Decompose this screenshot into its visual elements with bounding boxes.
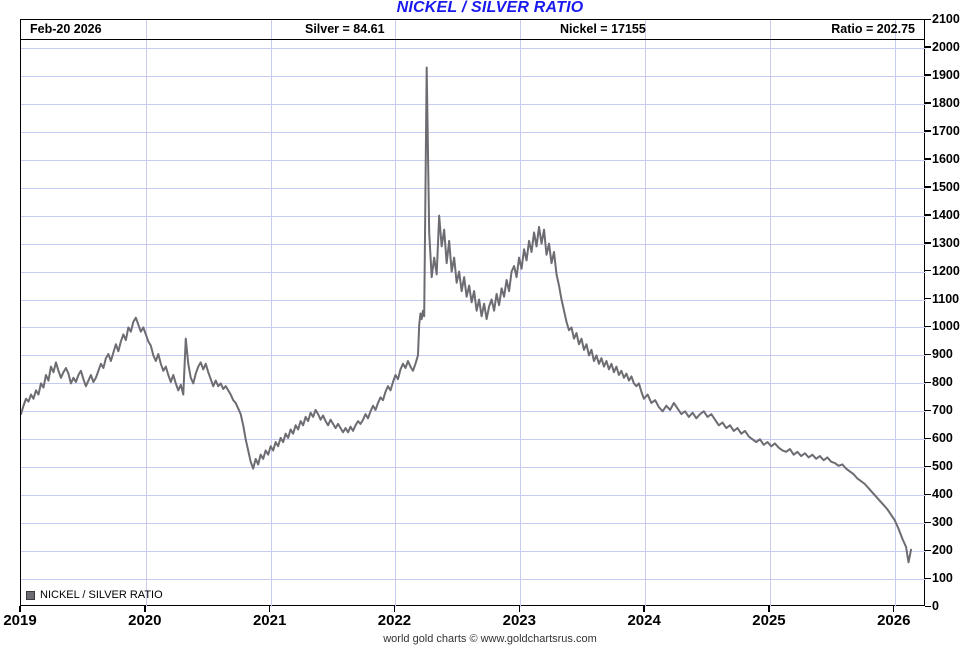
x-axis-tick-mark xyxy=(268,606,271,612)
y-axis-tick-label: 1500 xyxy=(932,179,960,194)
x-axis-tick-label: 2021 xyxy=(252,612,287,629)
y-axis-tick-label: 2100 xyxy=(932,12,960,26)
y-axis-tick-mark xyxy=(925,381,931,384)
x-axis-tick-mark xyxy=(893,606,895,612)
y-axis-tick-label: 1100 xyxy=(932,291,960,306)
y-axis-tick-label: 1600 xyxy=(932,151,960,166)
x-axis-tick-label: 2019 xyxy=(3,612,37,629)
y-axis-tick-mark xyxy=(925,325,931,328)
y-axis-tick-label: 1800 xyxy=(932,95,960,110)
y-axis-tick-mark xyxy=(925,186,931,188)
y-axis-tick-label: 600 xyxy=(932,431,953,446)
y-axis-tick-mark xyxy=(925,18,931,20)
legend-swatch xyxy=(26,590,35,600)
x-axis-tick-label: 2026 xyxy=(877,612,911,629)
info-silver: Silver = 84.61 xyxy=(305,22,385,36)
x-axis-tick-mark xyxy=(144,606,146,612)
plot-area xyxy=(20,19,926,607)
y-axis-tick-label: 2000 xyxy=(932,39,960,54)
y-axis-tick-label: 0 xyxy=(932,599,939,613)
y-axis-tick-mark xyxy=(925,242,931,244)
x-axis-tick-mark xyxy=(19,606,21,612)
x-axis-tick-label: 2024 xyxy=(627,612,661,629)
y-axis-tick-label: 1000 xyxy=(932,319,960,334)
y-axis-tick-label: 200 xyxy=(932,543,953,558)
y-axis-tick-mark xyxy=(925,605,931,607)
x-axis-tick-label: 2025 xyxy=(752,612,786,629)
y-axis-tick-label: 1300 xyxy=(932,235,960,250)
x-axis-tick-mark xyxy=(518,606,520,612)
y-axis-tick-mark xyxy=(925,214,931,216)
series-nickel-silver-ratio xyxy=(21,66,913,564)
page-title: NICKEL / SILVER RATIO xyxy=(396,0,584,16)
footer-credit: world gold charts © www.goldchartsrus.co… xyxy=(383,633,597,645)
x-axis-tick-label: 2020 xyxy=(128,612,162,629)
info-date: Feb-20 2026 xyxy=(30,22,102,36)
legend: NICKEL / SILVER RATIO xyxy=(26,589,163,601)
y-axis-tick-label: 700 xyxy=(932,403,953,418)
y-axis-tick-mark xyxy=(925,158,931,160)
y-axis-tick-mark xyxy=(925,577,931,579)
y-axis-tick-mark xyxy=(925,549,931,551)
legend-label: NICKEL / SILVER RATIO xyxy=(40,589,163,601)
x-axis-tick-mark xyxy=(393,606,396,612)
y-axis-tick-mark xyxy=(925,270,931,272)
y-axis-tick-label: 1200 xyxy=(932,263,960,278)
grid-lines xyxy=(21,20,926,607)
info-ratio: Ratio = 202.75 xyxy=(831,22,915,36)
y-axis-tick-mark xyxy=(925,493,931,496)
y-axis-tick-mark xyxy=(925,465,931,468)
y-axis-tick-label: 900 xyxy=(932,347,953,362)
y-axis-tick-mark xyxy=(925,102,931,104)
y-axis-tick-label: 500 xyxy=(932,459,953,474)
y-axis-tick-mark xyxy=(925,409,931,412)
x-axis-tick-mark xyxy=(643,606,645,612)
x-axis-tick-mark xyxy=(768,606,770,612)
y-axis-tick-label: 400 xyxy=(932,487,953,502)
x-axis-tick-label: 2022 xyxy=(377,612,412,629)
y-axis-tick-label: 1700 xyxy=(932,123,960,138)
info-band: Feb-20 2026 Silver = 84.61 Nickel = 1715… xyxy=(20,19,925,40)
y-axis-tick-label: 1900 xyxy=(932,67,960,82)
y-axis-tick-label: 800 xyxy=(932,375,953,390)
y-axis-tick-mark xyxy=(925,130,931,132)
y-axis-tick-label: 100 xyxy=(932,571,953,586)
x-axis-tick-label: 2023 xyxy=(502,612,536,629)
y-axis-tick-mark xyxy=(925,298,931,300)
y-axis-tick-mark xyxy=(925,74,931,76)
y-axis-tick-mark xyxy=(925,353,931,356)
y-axis-tick-mark xyxy=(925,521,931,524)
y-axis-tick-mark xyxy=(925,46,931,48)
y-axis-tick-label: 300 xyxy=(932,515,953,530)
y-axis-tick-label: 1400 xyxy=(932,207,960,222)
info-nickel: Nickel = 17155 xyxy=(560,22,646,36)
y-axis-tick-mark xyxy=(925,437,931,440)
